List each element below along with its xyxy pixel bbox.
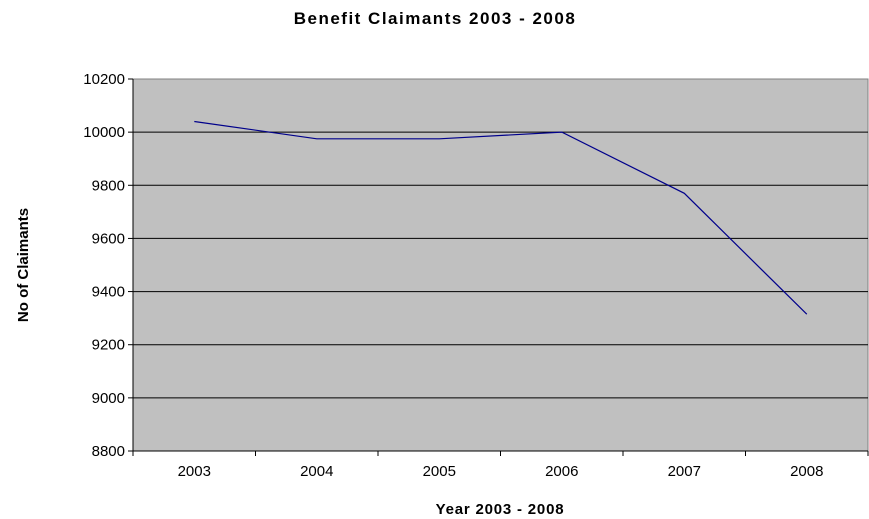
series-line: [194, 120, 808, 315]
x-tick-labels: 2003 2004 2005 2006 2007 2008: [178, 463, 824, 480]
y-tick-label: 10000: [83, 124, 125, 141]
x-tick-label: 2007: [668, 463, 701, 480]
y-tick-label: 9800: [92, 177, 125, 194]
y-tick-label: 9000: [92, 390, 125, 407]
y-tick-label: 8800: [92, 443, 125, 460]
x-axis: [132, 450, 869, 456]
gridlines: [133, 131, 868, 399]
y-tick-label: 9200: [92, 337, 125, 354]
x-tick-label: 2004: [300, 463, 333, 480]
plot-area: [132, 78, 869, 452]
x-tick-label: 2003: [178, 463, 211, 480]
chart-title: Benefit Claimants 2003 - 2008: [294, 9, 577, 28]
y-axis-label: No of Claimants: [15, 208, 32, 322]
x-tick-label: 2006: [545, 463, 578, 480]
y-axis: [128, 78, 134, 452]
y-tick-label: 9400: [92, 284, 125, 301]
y-tick-labels: 8800 9000 9200 9400 9600 9800 10000 10200: [83, 71, 125, 460]
y-tick-label: 9600: [92, 230, 125, 247]
y-tick-label: 10200: [83, 71, 125, 88]
x-tick-label: 2008: [790, 463, 823, 480]
x-tick-label: 2005: [423, 463, 456, 480]
x-axis-label: Year 2003 - 2008: [436, 501, 565, 518]
